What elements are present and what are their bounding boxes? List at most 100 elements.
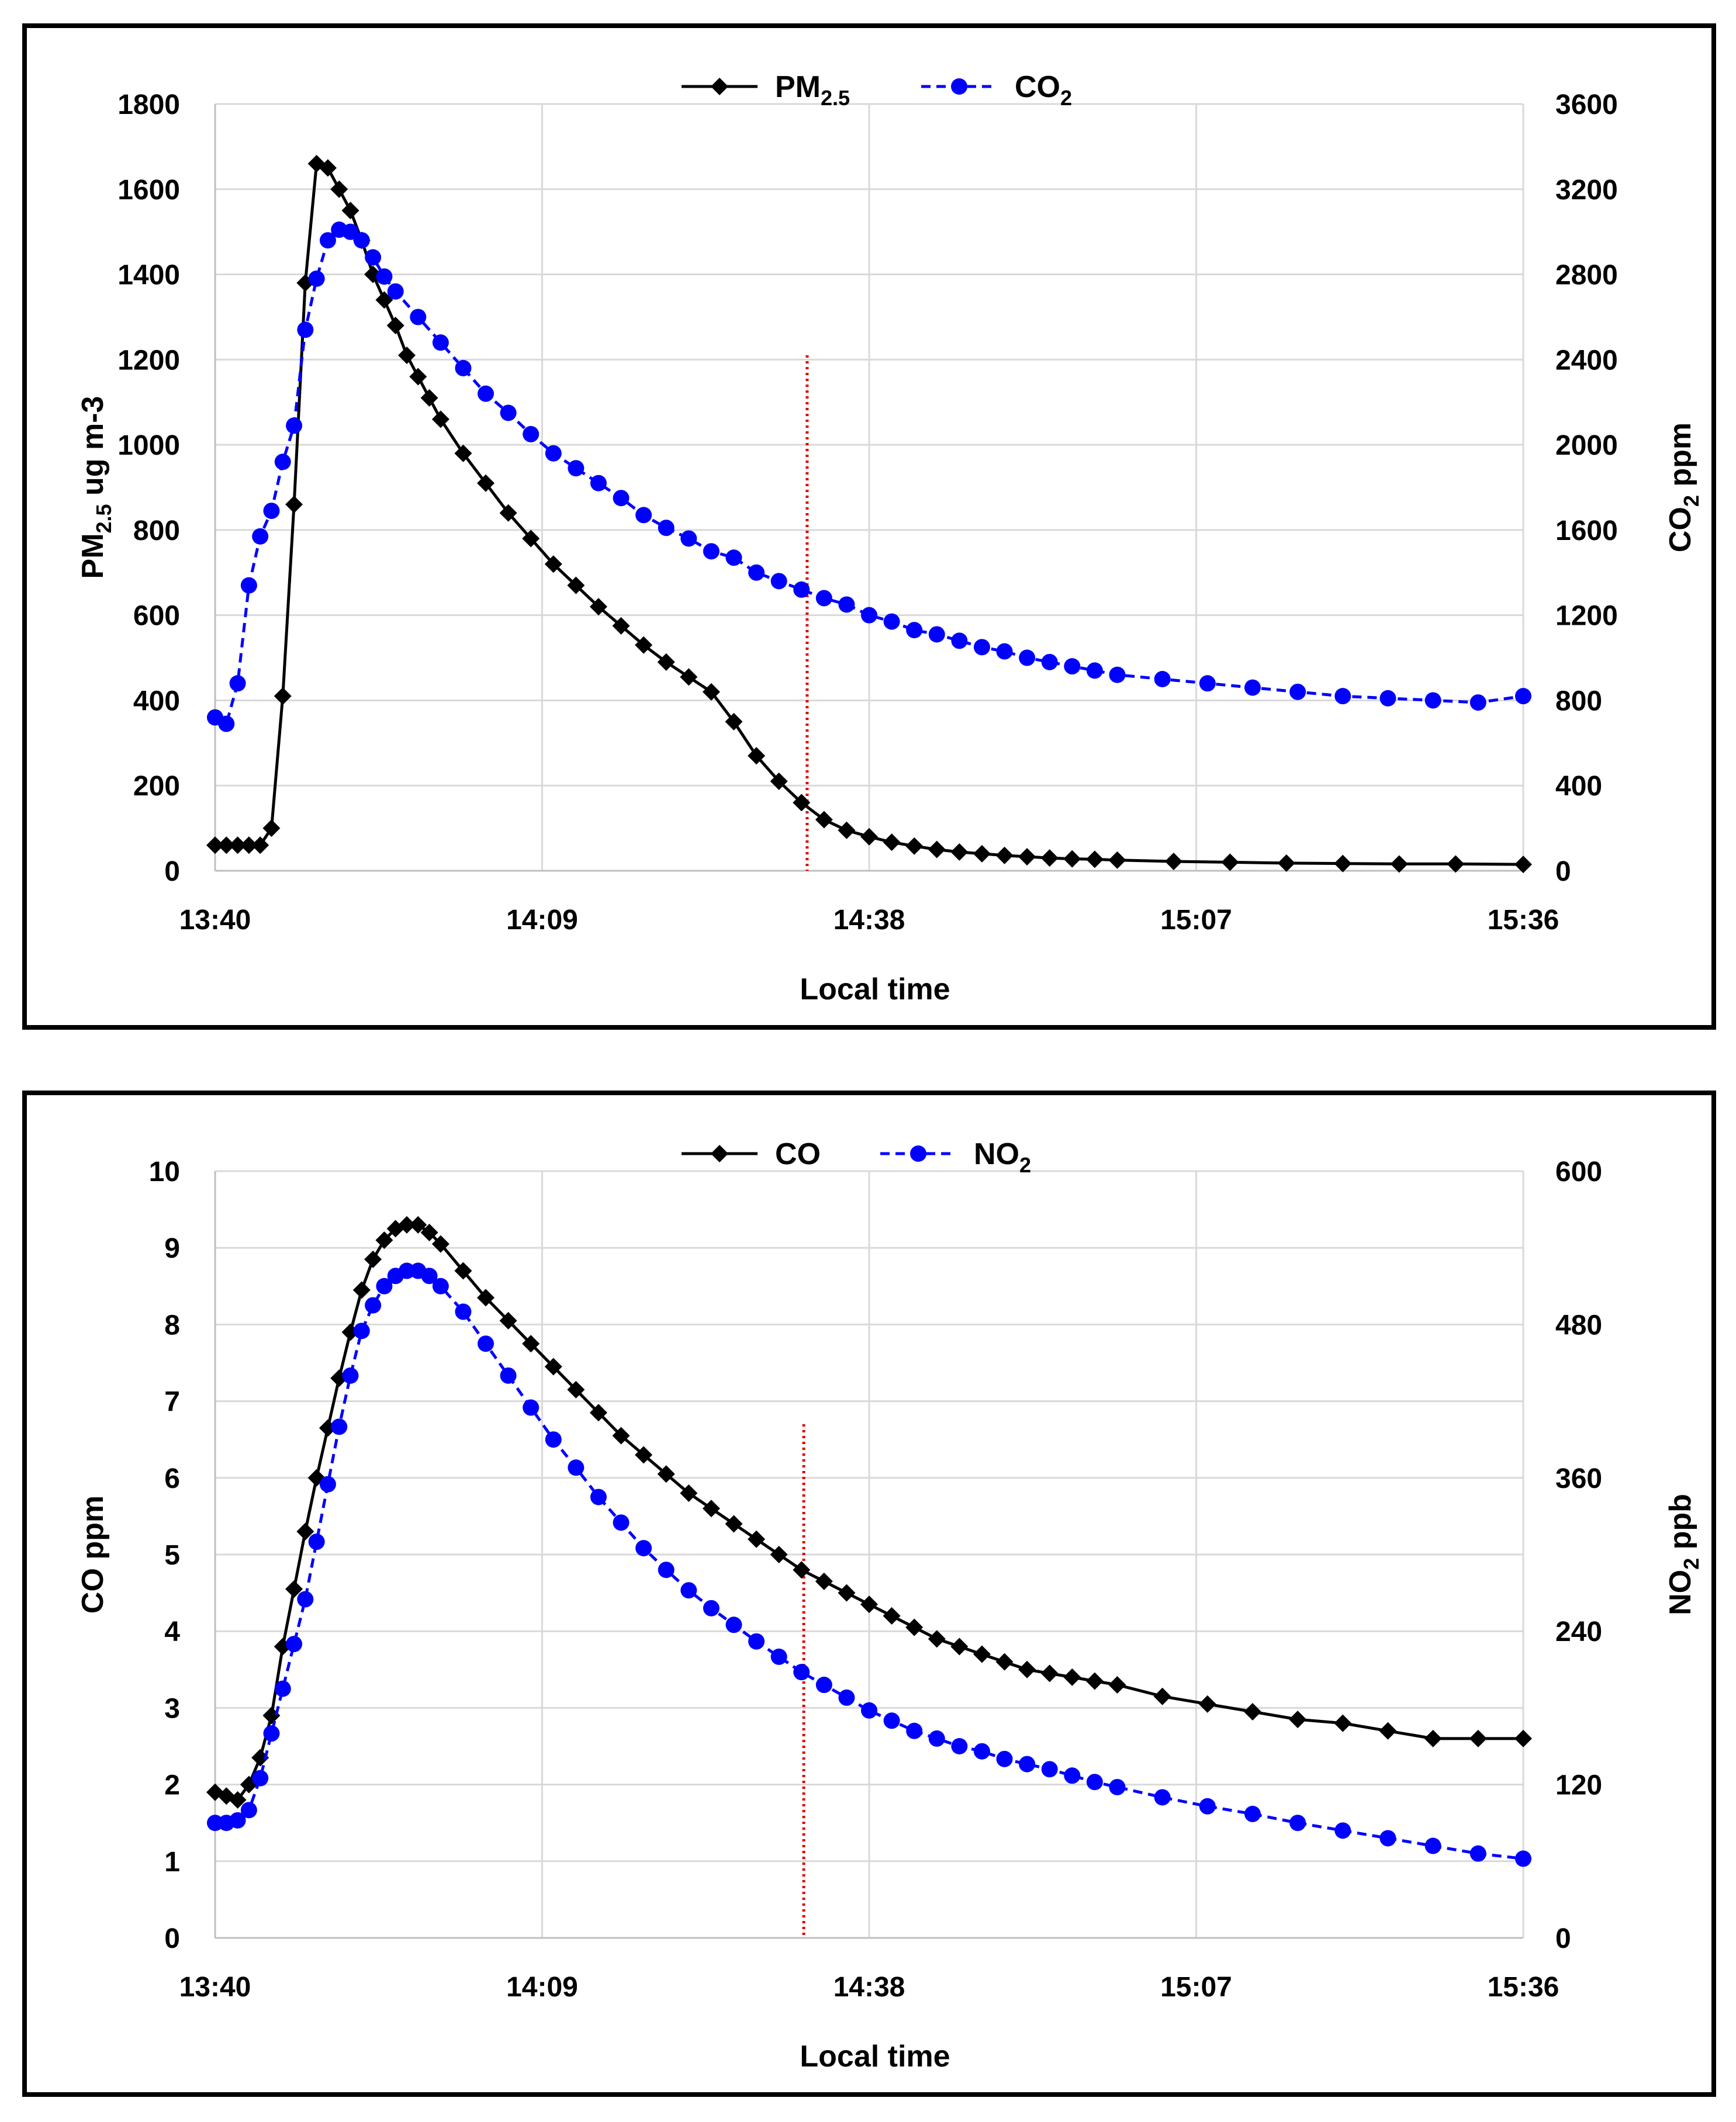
data-point <box>252 528 269 545</box>
data-point <box>950 843 969 861</box>
data-point <box>1244 1805 1261 1822</box>
data-point <box>285 1580 303 1598</box>
y-left-tick-label: 200 <box>133 771 180 802</box>
data-point <box>973 1645 991 1663</box>
data-point <box>240 836 258 854</box>
y-left-tick-label: 7 <box>164 1387 180 1418</box>
data-point <box>748 1530 766 1548</box>
data-point <box>905 837 924 855</box>
y-left-tick-label: 6 <box>164 1463 180 1494</box>
data-point <box>229 1791 247 1809</box>
data-point <box>1040 849 1059 867</box>
y-right-tick-label: 360 <box>1555 1463 1602 1494</box>
data-point <box>455 359 472 376</box>
data-point <box>657 653 675 671</box>
data-point <box>995 1653 1014 1671</box>
data-point <box>454 1262 472 1280</box>
y-left-tick-label: 9 <box>164 1233 180 1264</box>
data-point <box>635 1540 652 1557</box>
y-left-tick-label: 1 <box>164 1847 180 1878</box>
legend-marker <box>711 1145 728 1162</box>
data-point <box>375 1231 393 1249</box>
data-point <box>1108 851 1126 869</box>
data-point <box>454 444 472 462</box>
x-tick-label: 14:09 <box>506 905 578 936</box>
data-point <box>635 507 652 524</box>
y-right-tick-label: 400 <box>1555 771 1602 802</box>
data-point <box>342 1367 359 1384</box>
data-point <box>928 840 946 859</box>
data-point <box>680 1484 698 1503</box>
data-point <box>296 274 314 292</box>
x-tick-label: 15:36 <box>1488 1972 1559 2003</box>
data-point <box>703 543 720 560</box>
y-right-axis-label: NO2 ppb <box>1664 1494 1703 1615</box>
data-point <box>613 490 630 507</box>
data-point <box>1086 1774 1103 1791</box>
data-point <box>420 389 438 407</box>
data-point <box>319 159 337 177</box>
data-point <box>478 385 494 402</box>
data-point <box>793 581 810 598</box>
data-point <box>1040 1664 1059 1683</box>
data-point <box>860 1595 878 1614</box>
data-point <box>1243 1702 1261 1721</box>
data-point <box>1447 855 1465 873</box>
data-point <box>431 410 449 428</box>
data-point <box>353 232 370 249</box>
data-point <box>1289 1815 1306 1832</box>
data-point <box>207 1815 223 1832</box>
data-point <box>522 529 540 548</box>
y-right-axis-label: CO2 ppm <box>1664 423 1703 552</box>
data-point <box>1334 1822 1351 1839</box>
y-left-tick-label: 1200 <box>117 345 180 376</box>
data-point <box>657 1465 675 1483</box>
data-point <box>589 598 607 616</box>
data-point <box>1424 692 1441 709</box>
data-point <box>1334 854 1352 873</box>
data-point <box>748 1633 765 1650</box>
data-point <box>1379 1722 1397 1740</box>
data-point <box>376 1278 393 1294</box>
x-axis-label: Local time <box>800 972 950 1006</box>
data-point <box>545 1431 562 1448</box>
data-point <box>838 1584 856 1602</box>
data-point <box>1390 855 1408 873</box>
x-tick-label: 13:40 <box>179 1972 251 2003</box>
data-point <box>229 1812 246 1829</box>
data-point <box>297 1591 314 1608</box>
data-point <box>544 555 562 573</box>
data-point <box>1221 853 1239 871</box>
data-point <box>635 636 653 654</box>
data-point <box>1108 1676 1126 1694</box>
legend-label: CO2 <box>1015 70 1072 110</box>
data-point <box>342 223 359 240</box>
y-right-tick-label: 240 <box>1555 1616 1602 1647</box>
data-point <box>544 1358 562 1376</box>
data-point <box>330 180 348 198</box>
data-point <box>397 1216 416 1234</box>
data-point <box>285 496 303 514</box>
x-axis-label: Local time <box>800 2040 950 2073</box>
y-left-tick-label: 1600 <box>117 175 180 206</box>
data-point <box>252 1770 269 1787</box>
data-point <box>680 1582 697 1599</box>
data-point <box>1063 850 1081 868</box>
data-point <box>1154 671 1171 687</box>
y-right-tick-label: 2400 <box>1555 345 1618 376</box>
data-point <box>1041 1761 1058 1778</box>
data-point <box>1379 1830 1396 1847</box>
data-point <box>274 1680 291 1697</box>
data-point <box>748 564 765 581</box>
data-point <box>635 1446 653 1464</box>
data-point <box>1164 852 1182 870</box>
data-point <box>725 1515 743 1533</box>
data-point <box>353 1323 370 1339</box>
data-point <box>567 576 585 594</box>
x-tick-label: 13:40 <box>179 905 251 936</box>
data-point <box>365 249 382 266</box>
data-point <box>1041 653 1058 670</box>
y-right-tick-label: 2000 <box>1555 430 1618 461</box>
data-point <box>218 715 235 732</box>
data-point <box>1289 683 1306 700</box>
